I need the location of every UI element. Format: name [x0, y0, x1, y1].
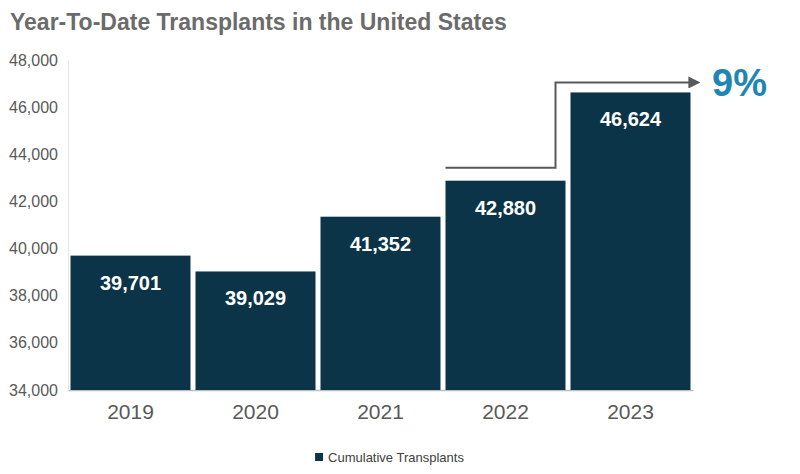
tick-label: 2020 — [232, 400, 279, 423]
bars — [71, 92, 691, 390]
tick: 2021 — [357, 390, 404, 423]
legend-label: Cumulative Transplants — [328, 450, 464, 465]
tick-label: 36,000 — [9, 334, 58, 351]
tick-label: 34,000 — [9, 382, 58, 399]
tick-label: 44,000 — [9, 146, 58, 163]
tick: 44,000 — [9, 146, 68, 163]
annotation-arrow — [446, 82, 699, 167]
tick: 2020 — [232, 390, 279, 423]
y-axis: 34,000 36,000 38,000 40,000 42,000 44,000 46,0… — [9, 52, 68, 399]
tick-label: 40,000 — [9, 240, 58, 257]
bar — [446, 181, 566, 390]
legend: Cumulative Transplants — [315, 450, 464, 465]
axis-line — [68, 61, 69, 391]
tick: 42,000 — [9, 193, 68, 210]
bar — [321, 217, 441, 390]
tick: 2022 — [482, 390, 529, 423]
tick-label: 2023 — [607, 400, 654, 423]
tick-label: 2021 — [357, 400, 404, 423]
tick: 48,000 — [9, 52, 68, 69]
tick-label: 2022 — [482, 400, 529, 423]
tick-label: 38,000 — [9, 287, 58, 304]
data-label: 39,701 — [100, 272, 161, 294]
tick-label: 46,000 — [9, 99, 58, 116]
tick-label: 42,000 — [9, 193, 58, 210]
legend-swatch — [315, 453, 323, 461]
tick-label: 48,000 — [9, 52, 58, 69]
tick: 46,000 — [9, 99, 68, 116]
data-label: 41,352 — [350, 233, 411, 255]
tick: 34,000 — [9, 382, 68, 399]
data-label: 42,880 — [475, 197, 536, 219]
x-axis: 2019 2020 2021 2022 2023 — [69, 390, 694, 423]
data-label: 46,624 — [600, 108, 662, 130]
data-labels: 39,701 39,029 41,352 42,880 46,624 — [100, 108, 662, 309]
chart: Year-To-Date Transplants in the United S… — [0, 0, 800, 474]
data-label: 39,029 — [225, 287, 286, 309]
annotation: 9% — [712, 62, 767, 104]
bar — [571, 92, 691, 390]
bar — [196, 271, 316, 390]
tick: 2019 — [107, 390, 154, 423]
tick: 36,000 — [9, 334, 68, 351]
tick: 40,000 — [9, 240, 68, 257]
bar — [71, 256, 191, 390]
tick-label: 2019 — [107, 400, 154, 423]
tick: 38,000 — [9, 287, 68, 304]
tick: 2023 — [607, 390, 654, 423]
title: Year-To-Date Transplants in the United S… — [10, 9, 507, 35]
